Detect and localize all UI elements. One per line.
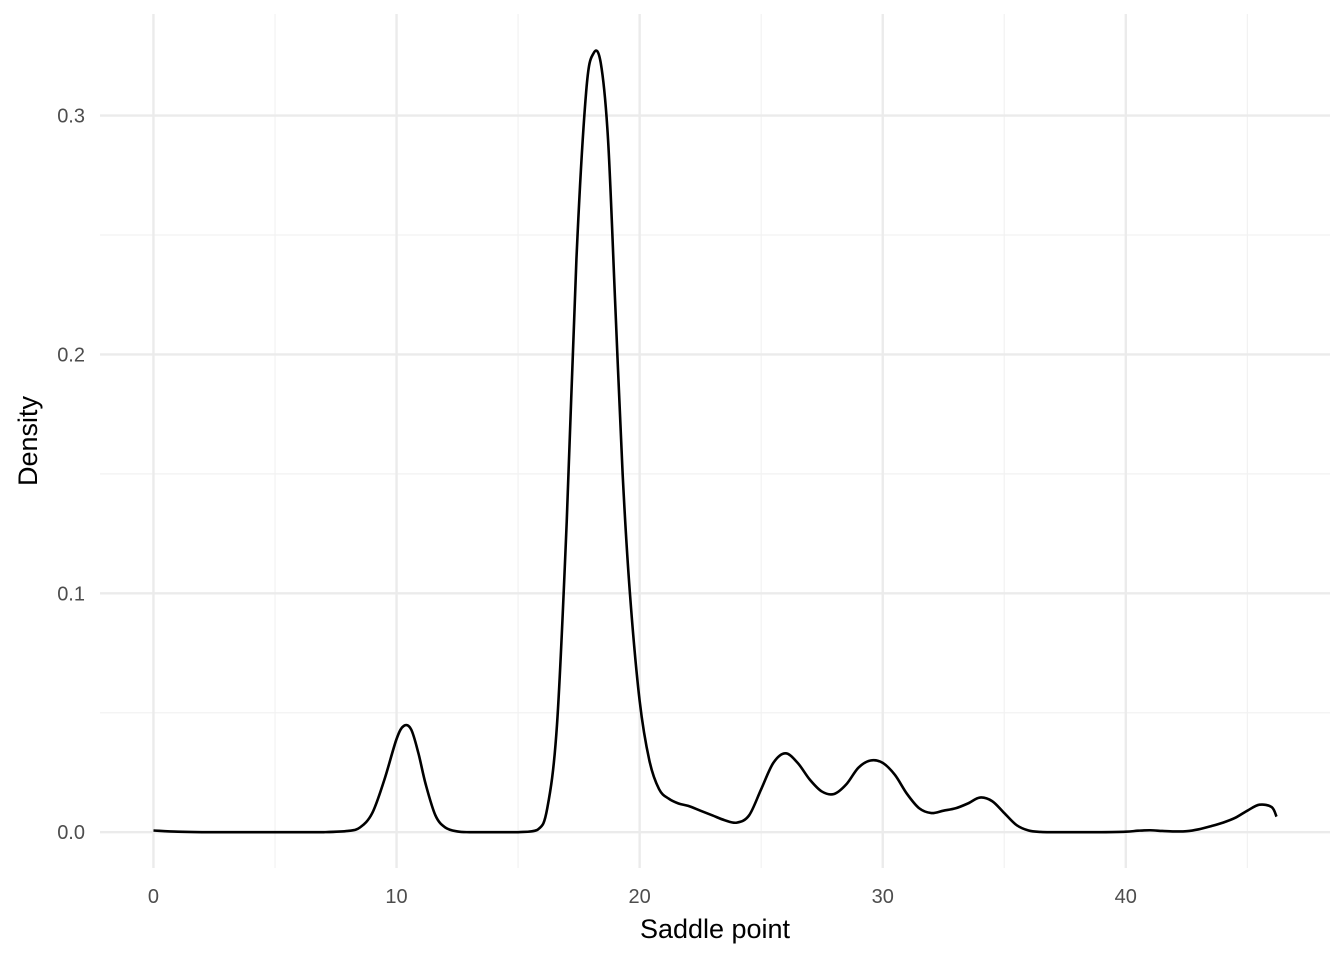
- x-tick-label: 0: [148, 886, 159, 908]
- y-tick-label: 0.0: [57, 822, 85, 844]
- y-tick-label: 0.3: [57, 106, 85, 128]
- density-curve: [153, 49, 1278, 834]
- x-axis-tick-labels: 0 10 20 30 40: [148, 886, 1137, 908]
- x-tick-label: 40: [1115, 886, 1137, 908]
- series-layer: [153, 49, 1278, 834]
- x-axis-title: Saddle point: [640, 914, 791, 944]
- x-tick-label: 20: [629, 886, 651, 908]
- y-axis-title: Density: [13, 395, 43, 486]
- x-tick-label: 30: [872, 886, 894, 908]
- y-axis-tick-labels: 0.0 0.1 0.2 0.3: [57, 106, 85, 845]
- x-tick-label: 10: [385, 886, 407, 908]
- y-tick-label: 0.2: [57, 344, 85, 366]
- minor-gridlines: [100, 14, 1330, 868]
- major-gridlines: [100, 14, 1330, 868]
- y-tick-label: 0.1: [57, 583, 85, 605]
